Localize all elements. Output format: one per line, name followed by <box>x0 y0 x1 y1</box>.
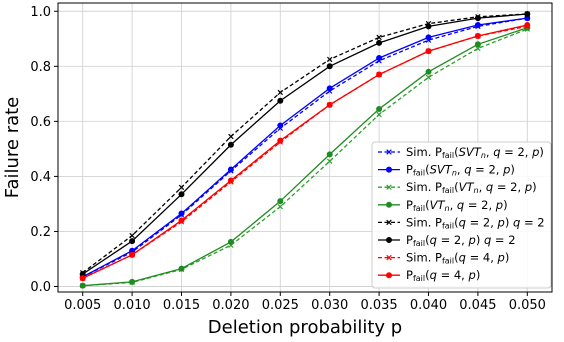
series-7 <box>79 22 531 282</box>
legend-entry: Pfail(SVTn, q = 2, p) <box>406 163 515 178</box>
series-line <box>82 13 528 274</box>
data-point <box>524 22 531 29</box>
data-point <box>376 34 382 41</box>
data-point <box>79 275 86 282</box>
data-point <box>178 184 185 191</box>
legend-marker <box>386 254 392 261</box>
data-point <box>129 232 135 239</box>
data-point <box>376 55 383 62</box>
series-line <box>82 28 528 287</box>
data-point <box>425 34 432 41</box>
x-axis-label: Deletion probability p <box>208 317 402 338</box>
data-point <box>326 158 333 164</box>
data-point <box>178 191 185 198</box>
legend-marker <box>385 272 392 279</box>
legend-marker <box>386 219 392 226</box>
data-point <box>227 238 234 245</box>
legend: Sim. Pfail(SVTn, q = 2, p) Pfail(SVTn, q … <box>371 141 552 289</box>
series-line <box>82 24 528 279</box>
legend-entry: Sim. Pfail(VTn, q = 2, p) <box>406 180 537 195</box>
data-point <box>178 217 185 224</box>
legend-marker <box>386 149 392 155</box>
data-point <box>376 39 383 46</box>
data-point <box>326 101 333 108</box>
data-point <box>227 177 234 184</box>
x-axis-ticks: 0.005 0.010 0.015 0.020 0.025 0.030 0.035 0.040… <box>64 292 546 313</box>
x-tick-label: 0.010 <box>113 298 150 313</box>
data-point <box>228 133 234 140</box>
data-point <box>474 15 481 22</box>
data-point <box>129 278 136 285</box>
legend-marker <box>385 236 392 243</box>
series-line <box>82 13 528 275</box>
data-point <box>277 122 284 129</box>
data-point <box>129 238 136 245</box>
data-point <box>326 63 333 70</box>
series-5 <box>79 11 531 278</box>
data-point <box>277 137 284 144</box>
y-tick-label: 0.2 <box>30 225 51 240</box>
data-point <box>227 141 234 148</box>
data-point <box>524 11 531 18</box>
legend-entry: Pfail(q = 4, p) <box>406 268 480 283</box>
series-line <box>82 17 528 278</box>
x-tick-label: 0.045 <box>459 298 496 313</box>
data-point <box>425 74 432 81</box>
data-point <box>475 45 481 52</box>
x-tick-label: 0.040 <box>410 298 447 313</box>
legend-marker <box>385 166 392 173</box>
y-tick-label: 1.0 <box>30 5 51 20</box>
x-tick-label: 0.015 <box>163 298 200 313</box>
data-point <box>474 22 481 29</box>
data-point <box>326 151 333 158</box>
x-tick-label: 0.005 <box>64 298 101 313</box>
x-tick-label: 0.025 <box>262 298 299 313</box>
x-tick-label: 0.050 <box>509 298 546 313</box>
plot-frame <box>57 2 553 293</box>
legend-marker <box>386 184 392 190</box>
data-point <box>326 85 333 92</box>
data-point <box>277 203 284 210</box>
y-tick-label: 0.4 <box>30 170 51 185</box>
data-point <box>178 210 185 217</box>
x-tick-label: 0.035 <box>360 298 397 313</box>
data-point <box>277 97 284 104</box>
y-tick-label: 0.8 <box>30 60 51 75</box>
series-line <box>82 17 528 278</box>
data-point <box>326 56 333 63</box>
plot-series <box>79 11 531 289</box>
data-point <box>129 251 136 258</box>
x-tick-label: 0.030 <box>311 298 348 313</box>
data-point <box>474 41 481 48</box>
data-point <box>376 105 383 112</box>
y-axis-label: Failure rate <box>2 97 23 199</box>
legend-entry: Pfail(q = 2, p) q = 2 <box>406 233 516 248</box>
data-point <box>474 33 481 40</box>
data-point <box>79 282 86 289</box>
legend-box <box>371 141 552 289</box>
x-tick-label: 0.020 <box>212 298 249 313</box>
data-point <box>376 111 382 118</box>
y-tick-label: 0.6 <box>30 115 51 130</box>
y-axis-ticks: 0.0 0.2 0.4 0.6 0.8 1.0 <box>30 5 58 295</box>
data-point <box>227 166 234 173</box>
data-point <box>277 89 284 96</box>
legend-entry: Sim. Pfail(q = 2, p) q = 2 <box>406 215 545 230</box>
data-point <box>425 48 432 55</box>
data-point <box>277 198 284 205</box>
y-tick-label: 0.0 <box>30 280 51 295</box>
data-point <box>376 71 383 78</box>
legend-entry: Pfail(VTn, q = 2, p) <box>406 198 508 213</box>
data-point <box>178 265 185 272</box>
legend-entry: Sim. Pfail(SVTn, q = 2, p) <box>406 145 544 160</box>
legend-marker <box>385 201 392 208</box>
data-point <box>425 23 432 30</box>
series-line <box>82 27 528 287</box>
legend-entry: Sim. Pfail(q = 4, p) <box>406 251 509 266</box>
data-point <box>425 68 432 75</box>
